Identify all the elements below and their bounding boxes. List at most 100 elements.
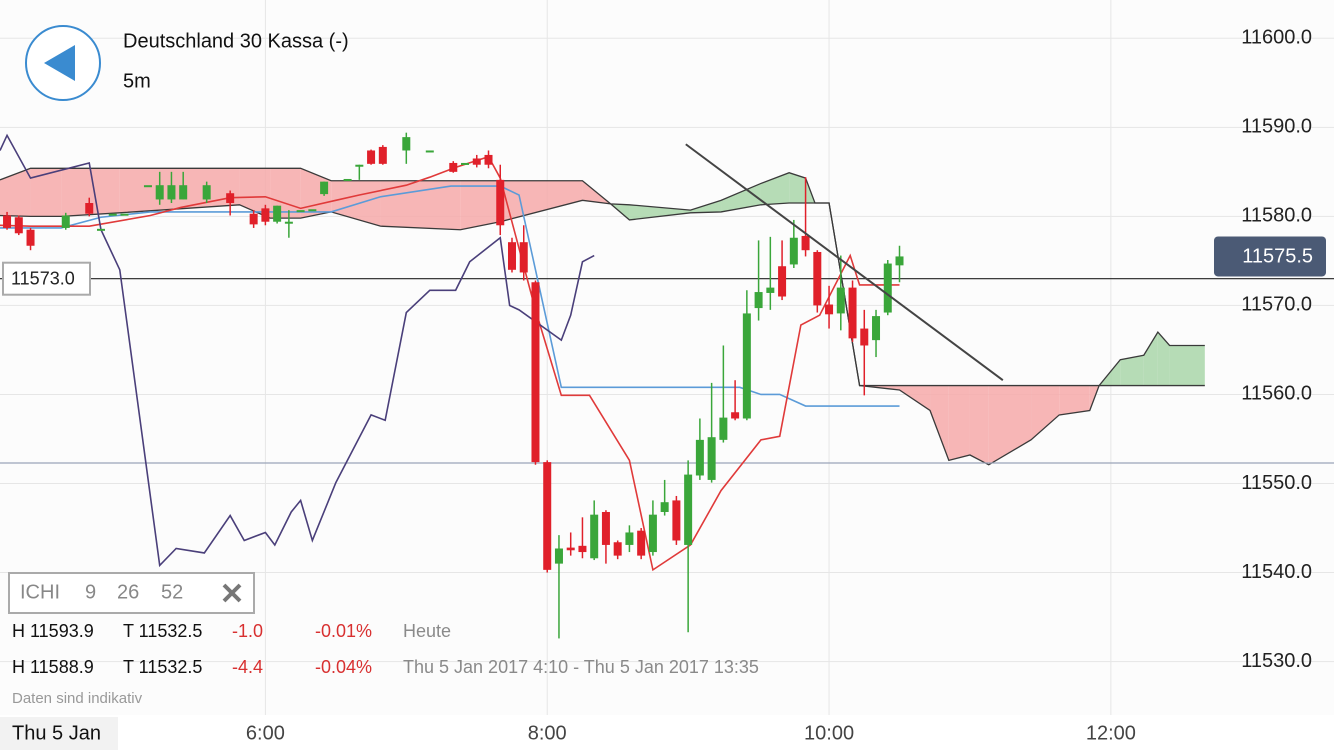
cloud-segment (1157, 332, 1170, 386)
candle-body (472, 158, 481, 165)
y-tick-label: 11540.0 (1241, 561, 1312, 583)
candle-body (578, 545, 587, 553)
y-tick-label: 11530.0 (1241, 650, 1312, 672)
cloud-segment (460, 180, 501, 230)
cloud-segment (721, 183, 761, 212)
cloud-segment (1143, 332, 1158, 386)
x-tick-label: 12:00 (1086, 722, 1136, 744)
cloud-segment (899, 385, 931, 411)
candle-body (648, 514, 657, 553)
candle-body (742, 313, 751, 419)
cloud-segment (1059, 385, 1090, 415)
candle-body (566, 547, 575, 551)
candle-body (543, 462, 552, 570)
stat: Heute (403, 621, 451, 641)
close-icon[interactable] (222, 583, 242, 603)
candle-body (754, 292, 763, 309)
date-label: Thu 5 Jan (12, 722, 101, 744)
plot-area (0, 0, 1334, 715)
candle-body (461, 162, 470, 165)
candle-body (249, 213, 258, 225)
candle-body (613, 542, 622, 556)
interval-label: 5m (123, 70, 151, 92)
candle-body (3, 215, 12, 228)
y-tick-label: 11580.0 (1241, 205, 1312, 227)
candle-body (789, 237, 798, 265)
cloud-segment (30, 168, 62, 217)
candle-body (26, 229, 35, 246)
candle-body (355, 164, 364, 167)
date-box (0, 717, 118, 750)
candle-body (637, 530, 646, 556)
candle-body (836, 287, 845, 314)
candle-body (308, 209, 317, 212)
candle-body (554, 548, 563, 564)
cloud-segment (988, 385, 1032, 465)
candle-body (848, 287, 857, 339)
indicator-param: 9 (85, 581, 96, 603)
y-tick-label: 11550.0 (1241, 472, 1312, 494)
candle-body (684, 474, 693, 545)
stat: H 11588.9 (12, 657, 94, 677)
candle-body (343, 178, 352, 181)
candle-body (296, 210, 305, 213)
candle-body (778, 266, 787, 297)
cloud-segment (930, 385, 949, 461)
cloud-segment (239, 168, 271, 219)
indicator-line (0, 133, 595, 568)
cloud-segment (1120, 355, 1144, 386)
x-tick-label: 6:00 (246, 722, 285, 744)
candle-body (449, 162, 458, 172)
candle-body (496, 179, 505, 226)
candle-body (590, 514, 599, 559)
candle-body (85, 203, 94, 214)
cloud-segment (1031, 385, 1060, 440)
cloud-span-line (0, 172, 1205, 466)
stat: H 11593.9 (12, 621, 94, 641)
candle-body (719, 417, 728, 440)
y-tick-label: 11570.0 (1241, 294, 1312, 316)
cloud-segment (789, 172, 806, 204)
stat: T 11532.5 (123, 621, 202, 641)
cloud-span-line (0, 167, 1205, 387)
price-line-label: 11573.0 (11, 268, 75, 288)
y-tick-label: 11590.0 (1241, 116, 1312, 138)
back-arrow (44, 45, 75, 81)
candle-body (155, 185, 164, 200)
y-tick-label: 11600.0 (1241, 27, 1312, 49)
candle-body (660, 502, 669, 512)
candle-body (284, 221, 293, 224)
candle-body (507, 242, 516, 270)
indicator-box[interactable] (8, 572, 255, 614)
candle-body (601, 511, 610, 545)
candle-body (14, 217, 23, 234)
candle-body (367, 150, 376, 164)
candle-body (766, 287, 775, 293)
cloud-segment (0, 168, 31, 217)
candle-body (484, 154, 493, 165)
cloud-segment (1169, 345, 1205, 386)
candle-body (108, 213, 117, 216)
candle-body (261, 208, 270, 222)
candle-body (625, 532, 634, 545)
indicator-name: ICHI (20, 581, 60, 603)
cloud-segment (969, 385, 989, 465)
instrument-title: Deutschland 30 Kassa (-) (123, 30, 349, 52)
candle-body (96, 228, 105, 231)
candle-body (801, 235, 810, 251)
cloud-segment (948, 385, 970, 461)
cloud-segment (629, 204, 691, 220)
cloud-segment (300, 168, 332, 219)
y-tick-label: 11560.0 (1241, 383, 1312, 405)
candle-body (179, 185, 188, 200)
disclaimer: Daten sind indikativ (12, 690, 143, 707)
x-tick-label: 10:00 (804, 722, 854, 744)
stat: T 11532.5 (123, 657, 202, 677)
stat: Thu 5 Jan 2017 4:10 - Thu 5 Jan 2017 13:… (403, 657, 759, 677)
candle-body (378, 146, 387, 164)
price-line-box (2, 261, 91, 296)
overlay: Thu 5 Jan Deutschland 30 Kassa (-) 5m IC… (0, 25, 1334, 750)
last-price-label: 11575.5 (1242, 246, 1313, 268)
stat: -0.04% (315, 657, 372, 677)
